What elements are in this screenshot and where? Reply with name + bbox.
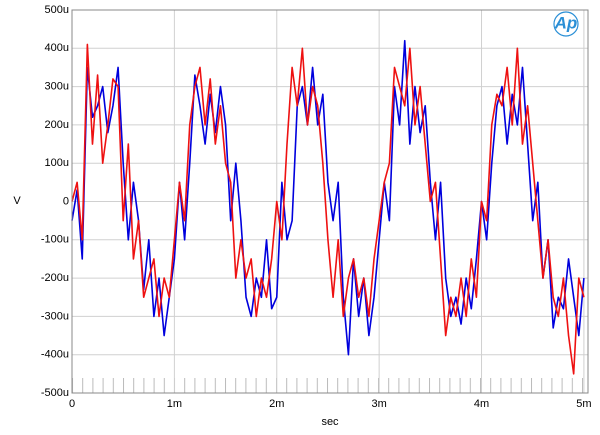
x-tick-label: 4m [474,398,489,410]
y-tick-label: 500u [45,4,69,16]
x-tick-label: 3m [372,398,387,410]
y-tick-label: -200u [41,272,69,284]
minor-ticks [72,377,588,393]
x-tick-label: 2m [269,398,284,410]
plot-border [71,9,589,394]
y-tick-label: 200u [45,119,69,131]
x-axis-label: sec [321,416,339,428]
x-tick-label: 5m [576,398,591,410]
y-tick-label: -500u [41,387,69,399]
series-line [71,43,585,375]
logo-ring [553,11,579,37]
y-tick-label: 400u [45,42,69,54]
y-tick-label: 100u [45,157,69,169]
x-tick-label: 1m [167,398,182,410]
y-tick-label: -400u [41,349,69,361]
y-tick-label: -100u [41,234,69,246]
y-tick-label: 300u [45,81,69,93]
y-tick-label: -300u [41,310,69,322]
y-tick-label: 0 [63,195,69,207]
y-axis-label: V [13,195,21,207]
logo: Ap [554,13,578,32]
x-tick-label: 0 [69,398,75,410]
